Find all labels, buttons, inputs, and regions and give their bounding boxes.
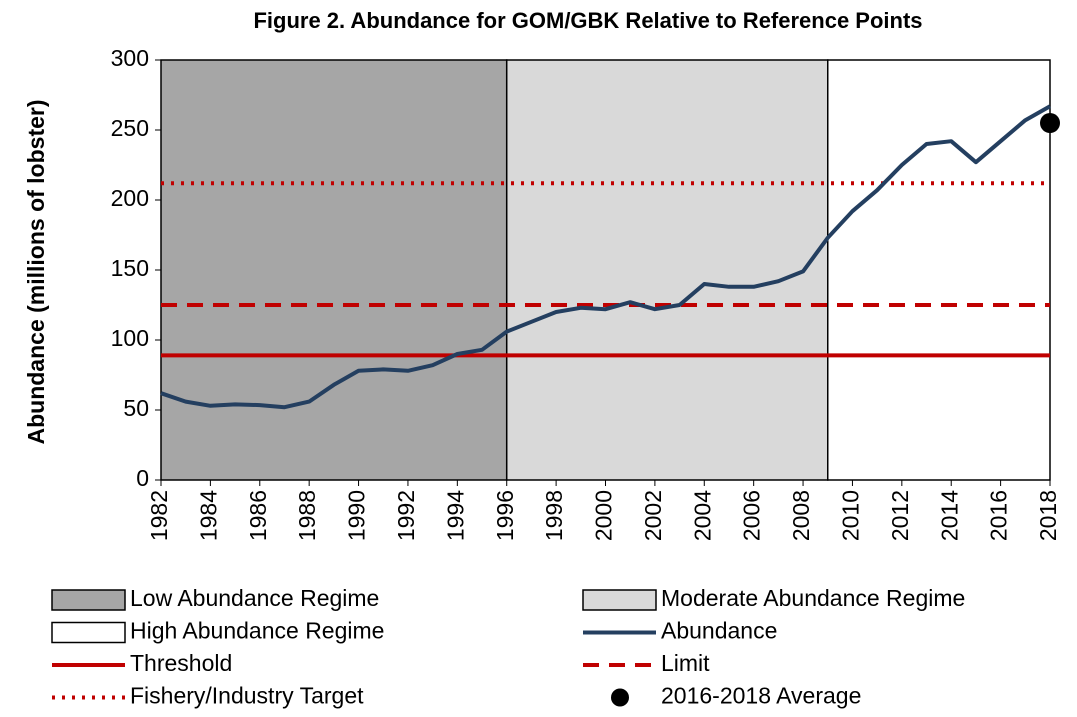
average-point — [1040, 113, 1060, 133]
x-tick-label: 2012 — [887, 490, 913, 541]
y-tick-label: 100 — [111, 325, 149, 351]
series-line — [160, 104, 1051, 410]
y-tick-label: 50 — [123, 395, 149, 421]
x-tick-label: 1986 — [245, 490, 271, 541]
y-axis-label: Abundance (millions of lobster) — [23, 99, 49, 444]
x-tick-label: 2016 — [986, 490, 1012, 541]
x-tick-label: 1992 — [393, 490, 419, 541]
regime-band — [505, 59, 829, 481]
legend-label: Limit — [661, 650, 710, 676]
x-tick-label: 1996 — [492, 490, 518, 541]
legend-swatch — [51, 621, 126, 644]
x-tick-label: 2014 — [936, 490, 962, 541]
x-tick-label: 1994 — [442, 490, 468, 541]
x-tick-label: 1998 — [541, 490, 567, 541]
y-tick-label: 300 — [111, 45, 149, 71]
y-tick-label: 200 — [111, 185, 149, 211]
x-tick-label: 1990 — [344, 490, 370, 541]
legend-swatch — [611, 688, 629, 707]
regime-band — [160, 59, 508, 481]
legend-label: Fishery/Industry Target — [130, 683, 364, 709]
x-tick-label: 1982 — [146, 490, 172, 541]
x-tick-label: 2008 — [788, 490, 814, 541]
legend-label: Moderate Abundance Regime — [661, 585, 965, 611]
x-tick-label: 2000 — [591, 490, 617, 541]
x-tick-label: 2004 — [689, 490, 715, 541]
x-tick-label: 2002 — [640, 490, 666, 541]
x-tick-label: 1988 — [294, 490, 320, 541]
y-tick-label: 150 — [111, 255, 149, 281]
legend-label: High Abundance Regime — [130, 618, 384, 644]
legend-swatch — [582, 589, 657, 611]
legend-swatch — [51, 589, 126, 611]
x-tick-label: 2018 — [1035, 490, 1061, 541]
legend-label: Low Abundance Regime — [130, 585, 379, 611]
legend-label: 2016-2018 Average — [661, 683, 861, 709]
chart-title: Figure 2. Abundance for GOM/GBK Relative… — [253, 8, 922, 33]
legend-label: Threshold — [130, 650, 232, 676]
x-tick-label: 2010 — [838, 490, 864, 541]
legend-label: Abundance — [661, 618, 777, 644]
regime-band — [827, 59, 1051, 481]
y-tick-label: 250 — [111, 115, 149, 141]
y-tick-label: 0 — [136, 465, 149, 491]
x-tick-label: 2006 — [739, 490, 765, 541]
x-tick-label: 1984 — [195, 490, 221, 541]
